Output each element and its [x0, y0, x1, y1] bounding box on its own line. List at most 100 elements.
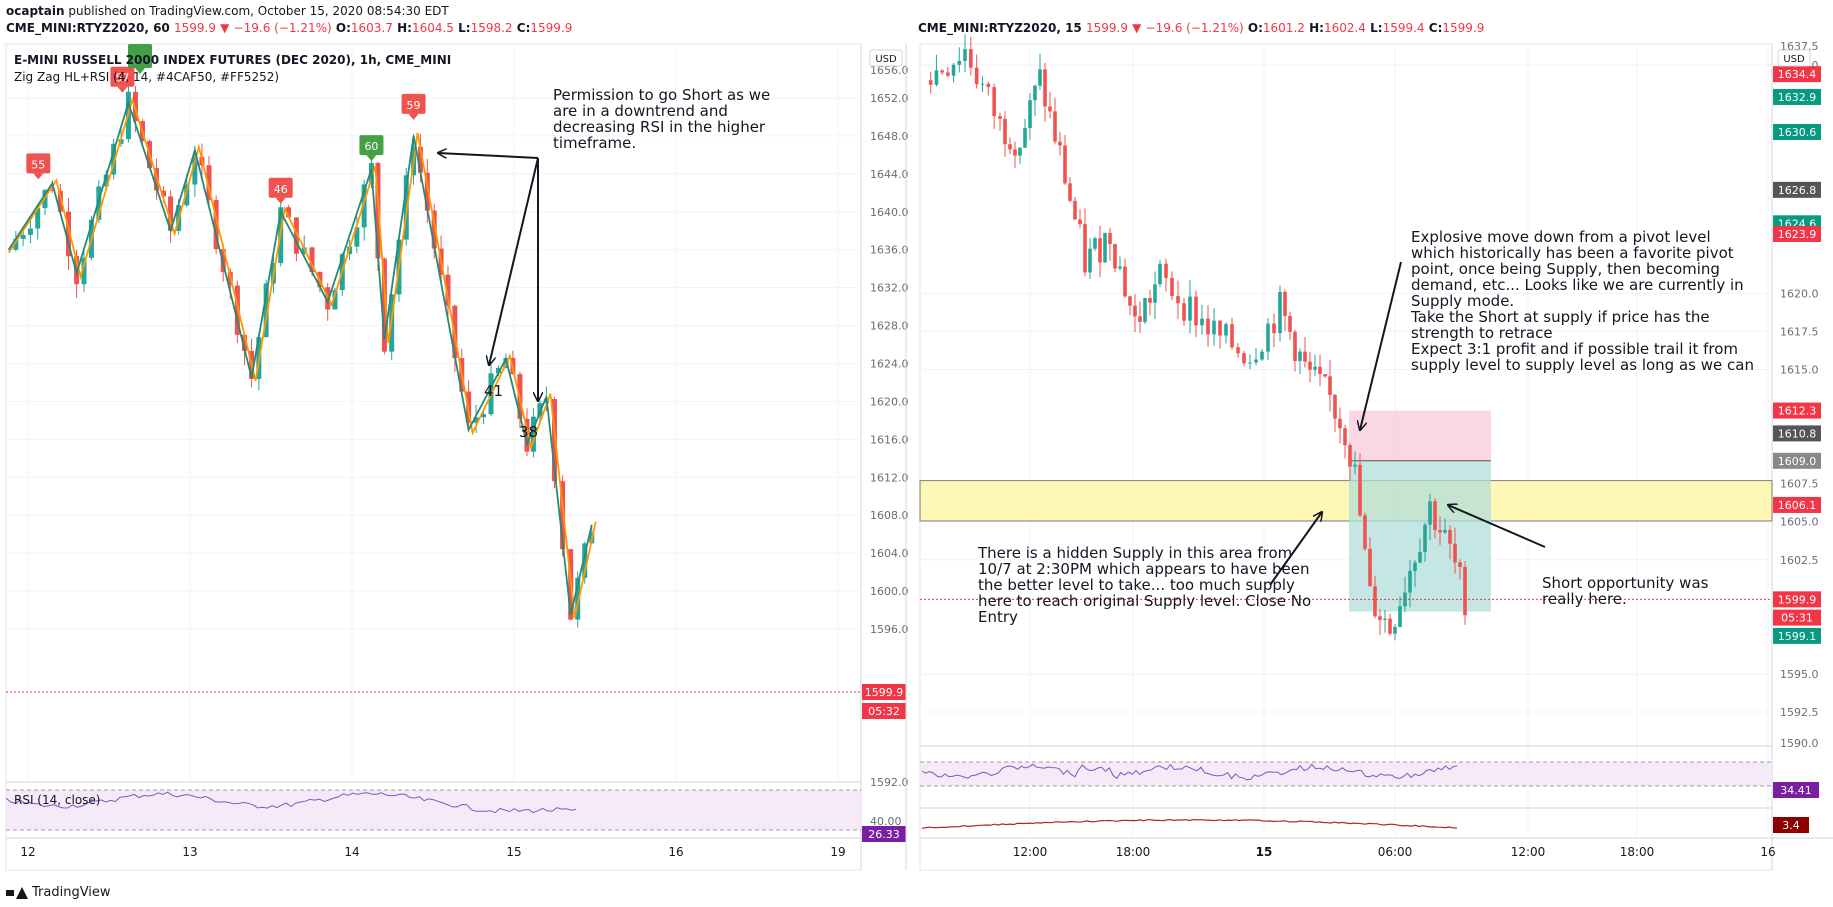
left-candle-body — [154, 168, 160, 191]
left-time-tick-label: 16 — [668, 845, 683, 859]
right-symbol-line: CME_MINI:RTYZ2020, 15 1599.9 ▼ −19.6 (−1… — [918, 21, 1485, 35]
right-price-tick-label: 1607.5 — [1780, 478, 1819, 491]
right-candle-body — [1303, 351, 1307, 362]
right-time-tick-label: 15 — [1256, 845, 1273, 859]
left-zigzag-flag: 59 — [401, 93, 426, 120]
right-price-tag-text: 1634.4 — [1778, 68, 1817, 81]
right-symbol[interactable]: CME_MINI:RTYZ2020, 15 — [918, 21, 1082, 35]
right-candle-body — [1373, 586, 1377, 617]
left-candle-body — [530, 416, 536, 452]
right-high: 1602.4 — [1323, 21, 1366, 35]
left-candle-body — [445, 274, 451, 306]
left-close: 1599.9 — [530, 21, 573, 35]
right-time-tick-label: 12:00 — [1013, 845, 1048, 859]
left-currency: USD — [875, 54, 897, 65]
right-candle-body — [1113, 244, 1117, 269]
right-candle-body — [1013, 149, 1017, 156]
left-price-tick-label: 1616.0 — [870, 433, 909, 446]
left-candle-body — [403, 175, 409, 240]
right-candle-body — [1068, 183, 1072, 201]
right-candle-body — [1323, 374, 1327, 377]
left-label-41: 41 — [484, 382, 503, 400]
left-time-ticks: 12 13 14 15 16 19 — [20, 845, 845, 859]
right-price-tag-text: 1606.1 — [1778, 499, 1817, 512]
left-grid — [6, 44, 861, 782]
left-last-price-tag: 1599.9 — [862, 684, 906, 700]
right-candle-body — [1348, 445, 1352, 467]
left-label-38: 38 — [519, 423, 538, 441]
right-short-risk-zone[interactable] — [1349, 410, 1491, 461]
right-candle-body — [1328, 376, 1332, 395]
right-annotation-arrows — [1269, 261, 1546, 586]
right-candle-body — [1218, 320, 1222, 336]
footer: TradingView — [0, 880, 1833, 907]
right-candle-body — [1048, 106, 1052, 112]
publish-header: ocaptain published on TradingView.com, O… — [0, 0, 1833, 20]
left-zigzag — [7, 96, 597, 618]
left-zigzag-flag-text: 55 — [31, 158, 45, 171]
left-price-tick-label: 1612.0 — [870, 471, 909, 484]
right-candle-body — [1408, 570, 1412, 593]
left-open: 1603.7 — [350, 21, 393, 35]
left-rsi-label: RSI (14, close) — [14, 793, 100, 807]
right-candle-body — [1463, 566, 1467, 616]
right-price-tags: 1634.41632.91630.61626.81624.61623.91612… — [1773, 66, 1821, 644]
tradingview-logo[interactable]: TradingView — [6, 885, 111, 900]
left-zigzag-flag: 46 — [268, 177, 293, 204]
left-candle-body — [168, 196, 174, 231]
right-short-reward-zone[interactable] — [1349, 460, 1491, 612]
left-zigzag-flag: 55 — [26, 153, 51, 180]
right-candle-body — [1293, 331, 1297, 361]
right-candle-body — [1028, 100, 1032, 128]
right-panel-frame — [919, 43, 1773, 871]
right-candle-body — [1368, 548, 1372, 587]
left-symbol-line: CME_MINI:RTYZ2020, 60 1599.9 ▼ −19.6 (−1… — [6, 21, 573, 35]
publisher-user[interactable]: ocaptain — [6, 4, 65, 18]
right-rsi-value: 34.41 — [1780, 784, 1812, 797]
left-price-tick-label: 1604.0 — [870, 547, 909, 560]
right-price-tag-text: 1610.8 — [1778, 427, 1817, 440]
left-candle-body — [184, 184, 190, 206]
left-symbol[interactable]: CME_MINI:RTYZ2020, 60 — [6, 21, 170, 35]
right-candle-body — [980, 83, 985, 85]
left-price-tick-label: 1608.0 — [870, 509, 909, 522]
left-candle-body — [81, 257, 87, 285]
left-cut-top-tick: 1656.0 — [870, 64, 909, 77]
right-chart-panel[interactable]: 1635.01620.01617.51615.01607.51605.01602… — [919, 34, 1833, 871]
right-candle-body — [1242, 353, 1246, 364]
right-candle-body — [1038, 69, 1042, 86]
right-low: 1599.4 — [1382, 21, 1425, 35]
left-zigzag-flag-text: 57 — [115, 72, 129, 85]
left-candle-body — [57, 190, 63, 212]
right-candle-body — [1053, 111, 1057, 142]
right-osc-tag — [1773, 817, 1809, 833]
right-candle-body — [1353, 464, 1357, 467]
right-candle-body — [1083, 224, 1087, 273]
left-time-tick-label: 14 — [344, 845, 359, 859]
right-rsi-pane: 34.41 — [920, 745, 1819, 798]
left-chart-panel[interactable]: 1652.0 1648.0 1644.0 1640.0 1636.0 1632.0 1628… — [5, 43, 909, 871]
left-zigzag-teal — [7, 99, 593, 616]
left-zigzag-labels: 55 57 46 60 59 — [26, 44, 426, 204]
left-candle-body — [27, 228, 33, 235]
left-rsi-value: 26.33 — [868, 828, 900, 841]
left-candle-body — [481, 414, 487, 418]
right-candle-body — [992, 87, 996, 117]
right-currency-box[interactable] — [1777, 49, 1811, 67]
left-currency-box[interactable] — [869, 49, 903, 67]
charts-canvas[interactable]: 1652.0 1648.0 1644.0 1640.0 1636.0 1632.0 1628… — [0, 0, 1833, 880]
right-price-tag-text: 1630.6 — [1778, 126, 1817, 139]
left-candle-body — [263, 283, 269, 338]
right-time-tick-label: 06:00 — [1378, 845, 1413, 859]
right-candle-body — [1194, 296, 1198, 326]
right-supply-zone[interactable] — [919, 480, 1773, 522]
right-candle-body — [1248, 362, 1252, 364]
left-price-tick-label: 1640.0 — [870, 206, 909, 219]
right-candle-body — [951, 64, 956, 76]
left-down-icon: ▼ — [220, 21, 230, 35]
right-candle-body — [1393, 627, 1397, 634]
right-candle-body — [1333, 394, 1337, 419]
right-candle-body — [1118, 266, 1122, 269]
right-candle-body — [1224, 324, 1228, 336]
left-rsi-band — [6, 790, 861, 830]
